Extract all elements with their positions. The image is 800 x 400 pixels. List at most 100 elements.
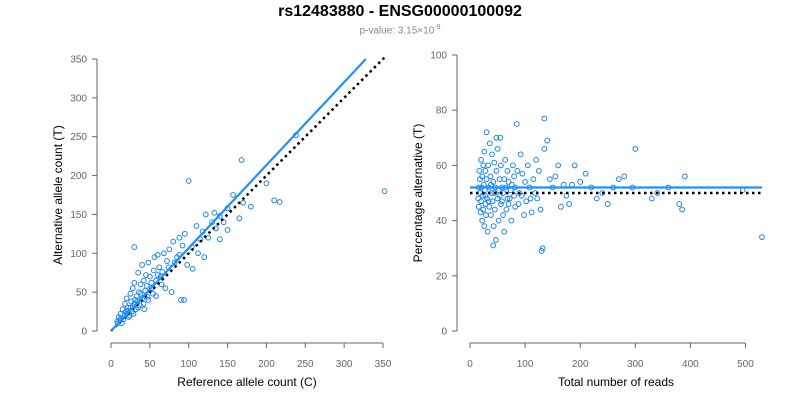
data-point <box>535 168 542 174</box>
data-point <box>621 173 628 180</box>
data-point <box>195 250 201 257</box>
data-point <box>479 217 486 224</box>
data-point <box>493 134 500 141</box>
data-point <box>506 195 513 202</box>
data-point <box>478 156 484 163</box>
data-point <box>533 156 540 163</box>
x-tick-label: 50 <box>144 359 156 370</box>
data-point <box>495 217 502 224</box>
x-tick-label: 350 <box>375 359 392 370</box>
subtitle-exponent: -9 <box>434 24 441 31</box>
y-tick-label: 20 <box>436 271 448 282</box>
reference-line <box>110 56 386 332</box>
data-point <box>131 279 138 286</box>
chart-title: rs12483880 - ENSG00000100092 <box>278 3 522 20</box>
y-tick-label: 100 <box>430 51 447 62</box>
y-tick-label: 40 <box>436 216 448 227</box>
data-point <box>176 234 183 241</box>
data-point <box>482 192 489 199</box>
data-point <box>123 295 130 302</box>
data-point <box>481 148 488 155</box>
x-axis-title: Total number of reads <box>558 375 674 389</box>
data-point <box>485 162 492 169</box>
data-point <box>497 134 504 141</box>
data-point <box>541 145 548 152</box>
x-axis-title: Reference allele count (C) <box>177 375 316 389</box>
data-point <box>145 259 152 266</box>
data-point <box>512 203 519 210</box>
data-point <box>236 215 243 222</box>
data-point <box>480 206 487 213</box>
data-point <box>181 297 187 303</box>
y-tick-label: 250 <box>70 132 87 143</box>
data-point <box>508 217 515 224</box>
data-point <box>475 195 482 202</box>
data-point <box>513 121 520 127</box>
y-tick-label: 300 <box>70 93 87 104</box>
y-tick-label: 200 <box>70 171 87 182</box>
data-point <box>164 258 170 264</box>
data-point <box>499 198 505 205</box>
data-point <box>486 140 493 147</box>
data-point <box>158 281 165 288</box>
data-point <box>487 173 494 180</box>
data-point <box>515 201 522 207</box>
y-tick-label: 350 <box>70 55 87 66</box>
data-point <box>477 209 484 216</box>
data-point <box>171 259 178 266</box>
data-point <box>480 162 487 169</box>
data-point <box>537 206 544 213</box>
data-point <box>493 168 500 174</box>
data-point <box>483 176 490 183</box>
data-point <box>170 238 177 245</box>
fit-line <box>110 58 367 332</box>
data-point <box>205 234 212 241</box>
data-point <box>500 212 506 218</box>
x-tick-label: 250 <box>297 359 314 370</box>
data-point <box>615 176 622 183</box>
data-point <box>185 178 192 184</box>
data-point <box>193 223 200 229</box>
data-point <box>178 297 184 303</box>
data-point <box>544 137 551 144</box>
y-tick-label: 50 <box>76 288 88 299</box>
data-point <box>604 201 611 207</box>
x-tick-label: 200 <box>258 359 275 370</box>
data-point <box>160 250 167 257</box>
data-point <box>538 248 545 254</box>
data-point <box>632 145 639 152</box>
data-point <box>654 190 661 196</box>
data-point <box>478 198 484 205</box>
x-tick-label: 500 <box>737 359 754 370</box>
data-point <box>648 195 655 202</box>
data-point <box>489 151 495 158</box>
data-point <box>481 223 488 230</box>
subtitle-text: p-value: 3.15×10 <box>359 25 435 37</box>
y-tick-label: 150 <box>70 210 87 221</box>
data-point <box>145 297 152 303</box>
data-point <box>505 179 512 185</box>
data-point <box>497 201 504 207</box>
data-point <box>135 269 142 276</box>
data-point <box>582 170 589 177</box>
data-point <box>146 273 153 280</box>
data-point <box>381 188 388 195</box>
scatter-panel-percentage: 0 100 200 300 400 500 0 20 40 60 80 100 Total number… <box>411 51 765 389</box>
data-point <box>140 277 147 284</box>
x-tick-label: 100 <box>180 359 197 370</box>
data-point <box>491 159 498 166</box>
data-point <box>489 198 496 205</box>
data-point <box>143 283 150 289</box>
data-point <box>681 173 688 180</box>
data-point <box>486 203 493 210</box>
data-point <box>156 264 163 271</box>
data-point <box>483 129 490 136</box>
data-point <box>483 212 489 218</box>
data-point <box>517 151 524 158</box>
data-point <box>247 203 254 210</box>
data-point <box>181 230 188 237</box>
x-tick-label: 300 <box>627 359 644 370</box>
data-point <box>211 209 218 216</box>
data-point <box>201 254 208 261</box>
x-tick-label: 0 <box>108 359 114 370</box>
